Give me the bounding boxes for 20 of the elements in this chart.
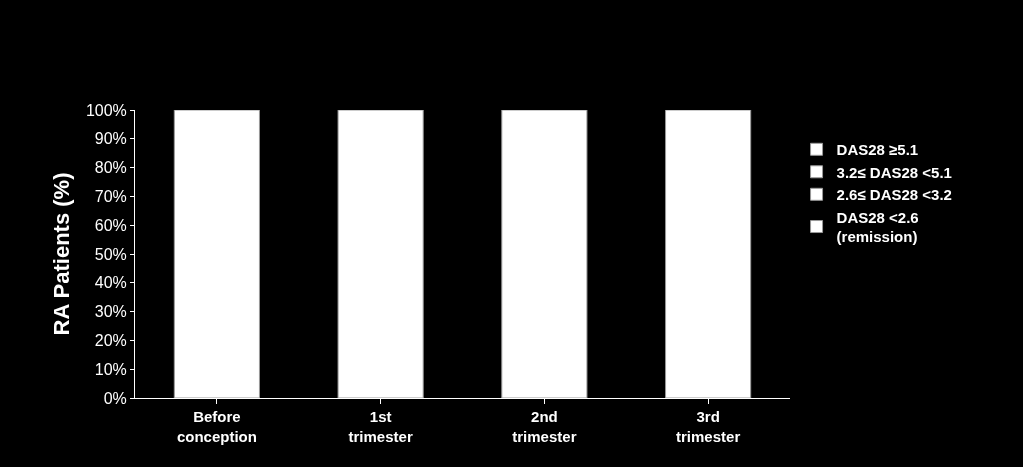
y-tick-label: 100% [85,101,127,119]
y-tick-label: 50% [94,245,127,263]
y-tick-label: 10% [94,360,127,378]
y-tick-label: 70% [94,188,127,205]
y-tick-label: 20% [94,332,127,349]
y-tick-label: 0% [103,389,127,407]
y-tick-label: 80% [94,159,127,177]
x-tick-label: 3rd trimester [676,408,741,445]
y-tick-label: 60% [94,216,127,234]
y-tick-label: 30% [94,303,127,321]
legend-label: 2.6≤ DAS28 <3.2 [836,186,952,204]
x-tick-label: 2nd trimester [512,408,577,445]
y-tick-label: 40% [94,274,127,292]
x-tick-label: Before conception [176,408,257,445]
legend-label: DAS28 ≥5.1 [836,141,919,159]
legend-label: DAS28 <2.6 (remission) [836,208,919,246]
legend-label: 3.2≤ DAS28 <5.1 [836,163,952,181]
y-axis-title: RA Patients (%) [48,172,74,336]
y-tick-label: 90% [94,130,127,148]
x-tick-label: 1st trimester [348,408,413,445]
